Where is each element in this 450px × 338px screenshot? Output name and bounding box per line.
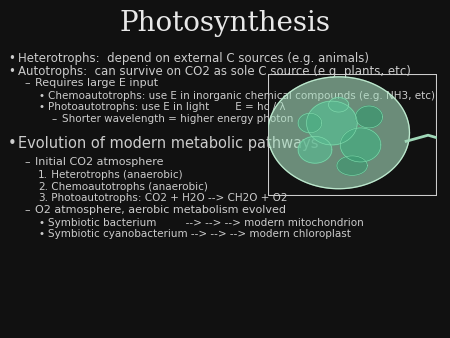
- Text: Heterotrophs (anaerobic): Heterotrophs (anaerobic): [48, 170, 183, 180]
- Polygon shape: [298, 137, 332, 163]
- Text: •: •: [38, 229, 44, 239]
- Text: Heterotrophs:  depend on external C sources (e.g. animals): Heterotrophs: depend on external C sourc…: [18, 52, 369, 65]
- Text: Requires large E input: Requires large E input: [35, 78, 158, 88]
- Text: –: –: [25, 205, 31, 215]
- Text: Initial CO2 atmosphere: Initial CO2 atmosphere: [35, 157, 163, 167]
- Polygon shape: [306, 101, 357, 145]
- Text: •: •: [8, 65, 15, 78]
- Polygon shape: [298, 113, 322, 133]
- Text: Photoautotrophs: use E in light        E = hc / λ: Photoautotrophs: use E in light E = hc /…: [48, 102, 286, 113]
- Text: –: –: [52, 114, 57, 124]
- Polygon shape: [340, 128, 381, 162]
- Text: •: •: [8, 136, 17, 151]
- Text: 1.: 1.: [38, 170, 48, 180]
- Text: Autotrophs:  can survive on CO2 as sole C source (e.g. plants, etc): Autotrophs: can survive on CO2 as sole C…: [18, 65, 411, 78]
- Text: 3.: 3.: [38, 193, 48, 203]
- Text: Symbiotic bacterium         --> --> --> modern mitochondrion: Symbiotic bacterium --> --> --> modern m…: [48, 218, 364, 228]
- Text: Symbiotic cyanobacterium --> --> --> modern chloroplast: Symbiotic cyanobacterium --> --> --> mod…: [48, 229, 351, 239]
- Text: Evolution of modern metabolic pathways: Evolution of modern metabolic pathways: [18, 136, 319, 151]
- Text: •: •: [38, 91, 44, 101]
- Polygon shape: [356, 106, 382, 128]
- Text: •: •: [38, 102, 44, 113]
- Text: Chemoautotrophs (anaerobic): Chemoautotrophs (anaerobic): [48, 182, 208, 192]
- Text: 2.: 2.: [38, 182, 48, 192]
- Polygon shape: [328, 97, 349, 112]
- Text: Photosynthesis: Photosynthesis: [120, 10, 330, 37]
- Polygon shape: [268, 77, 410, 189]
- Polygon shape: [337, 156, 367, 175]
- Text: –: –: [25, 157, 31, 167]
- Text: O2 atmosphere, aerobic metabolism evolved: O2 atmosphere, aerobic metabolism evolve…: [35, 205, 286, 215]
- Text: Chemoautotrophs: use E in inorganic chemical compounds (e.g. NH3, etc): Chemoautotrophs: use E in inorganic chem…: [48, 91, 435, 101]
- Text: –: –: [25, 78, 31, 88]
- Text: Photoautotrophs: CO2 + H2O --> CH2O + O2: Photoautotrophs: CO2 + H2O --> CH2O + O2: [48, 193, 288, 203]
- Text: •: •: [38, 218, 44, 228]
- Text: Shorter wavelength = higher energy photon: Shorter wavelength = higher energy photo…: [62, 114, 293, 124]
- Text: •: •: [8, 52, 15, 65]
